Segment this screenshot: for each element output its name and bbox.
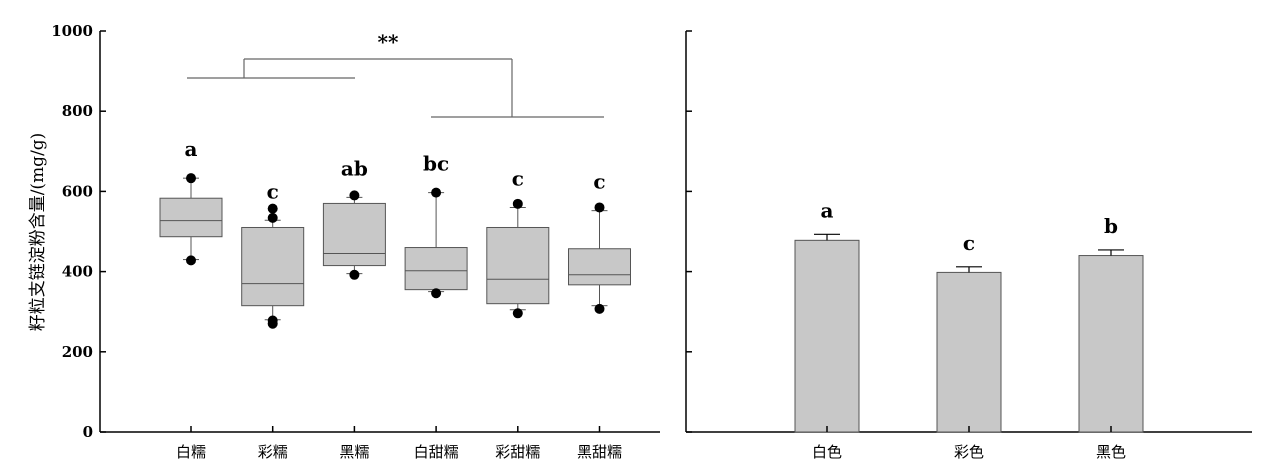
bar-3: b [1078, 214, 1144, 433]
outlier-point [431, 187, 442, 198]
right-category-label: 黑色 [1096, 443, 1126, 461]
left-category-label: 彩甜糯 [495, 443, 540, 461]
bar-2: c [936, 231, 1002, 433]
outlier-point [186, 173, 196, 184]
right-category-labels: 白色 彩色 黑色 [812, 426, 1126, 461]
left-y-ticks: 0 200 400 600 800 1000 [51, 22, 106, 441]
bar [936, 271, 1002, 433]
box-body [404, 247, 468, 291]
significance-letter: b [1104, 214, 1118, 238]
left-category-label: 黑甜糯 [577, 443, 622, 461]
significance-letter: a [185, 137, 198, 161]
left-boxes: a c ab bc c c [159, 137, 631, 329]
outlier-point [267, 203, 278, 214]
box-body [241, 226, 305, 307]
outlier-point [186, 255, 196, 266]
outlier-point [594, 202, 605, 213]
box-4: bc [404, 152, 468, 299]
significance-letter: c [512, 166, 524, 190]
bar-1: a [794, 198, 860, 433]
box-body [322, 202, 386, 267]
significance-bracket: ** [187, 30, 604, 118]
outlier-point [594, 303, 605, 314]
left-y-tick-label: 1000 [51, 22, 93, 40]
box-body [568, 248, 631, 286]
box-body [159, 197, 223, 238]
left-y-tick-label: 800 [62, 102, 93, 120]
box-5: c [486, 166, 550, 319]
left-y-tick-label: 600 [62, 182, 93, 200]
outlier-point [512, 308, 523, 319]
outlier-point [349, 269, 360, 280]
significance-letter: c [593, 170, 605, 194]
significance-letter: a [821, 198, 834, 222]
significance-letter: c [267, 179, 279, 203]
left-y-tick-label: 0 [83, 423, 93, 441]
right-category-label: 彩色 [954, 443, 984, 461]
left-category-label: 彩糯 [258, 443, 288, 461]
left-y-tick-label: 400 [62, 263, 93, 281]
left-panel: 籽粒支链淀粉含量/(mg/g) 0 200 400 600 800 1000 a c ab bc… [28, 22, 660, 461]
left-category-label: 白甜糯 [414, 443, 459, 461]
box-body [486, 226, 550, 305]
significance-letter: bc [423, 152, 449, 176]
outlier-point [512, 198, 523, 209]
left-category-labels: 白糯 彩糯 黑糯 白甜糯 彩甜糯 黑甜糯 [176, 426, 622, 461]
outlier-point [349, 190, 360, 201]
significance-letter: c [963, 231, 975, 255]
left-category-label: 白糯 [176, 443, 206, 461]
left-y-axis-label: 籽粒支链淀粉含量/(mg/g) [28, 133, 48, 332]
left-y-tick-label: 200 [62, 343, 93, 361]
box-1: a [159, 137, 223, 266]
bar [794, 239, 860, 433]
box-6: c [568, 170, 631, 314]
outlier-point [267, 212, 278, 223]
outlier-point [267, 318, 278, 329]
right-bars: a c b [794, 198, 1144, 433]
significance-stars: ** [378, 30, 399, 54]
outlier-point [431, 288, 442, 299]
box-2: c [241, 179, 305, 329]
right-y-ticks [686, 30, 692, 433]
bar [1078, 255, 1144, 433]
significance-letter: ab [341, 156, 368, 180]
box-3: ab [322, 156, 386, 280]
right-category-label: 白色 [812, 443, 842, 461]
right-panel: a c b 白色 彩色 黑色 [685, 30, 1252, 461]
left-category-label: 黑糯 [339, 443, 369, 461]
